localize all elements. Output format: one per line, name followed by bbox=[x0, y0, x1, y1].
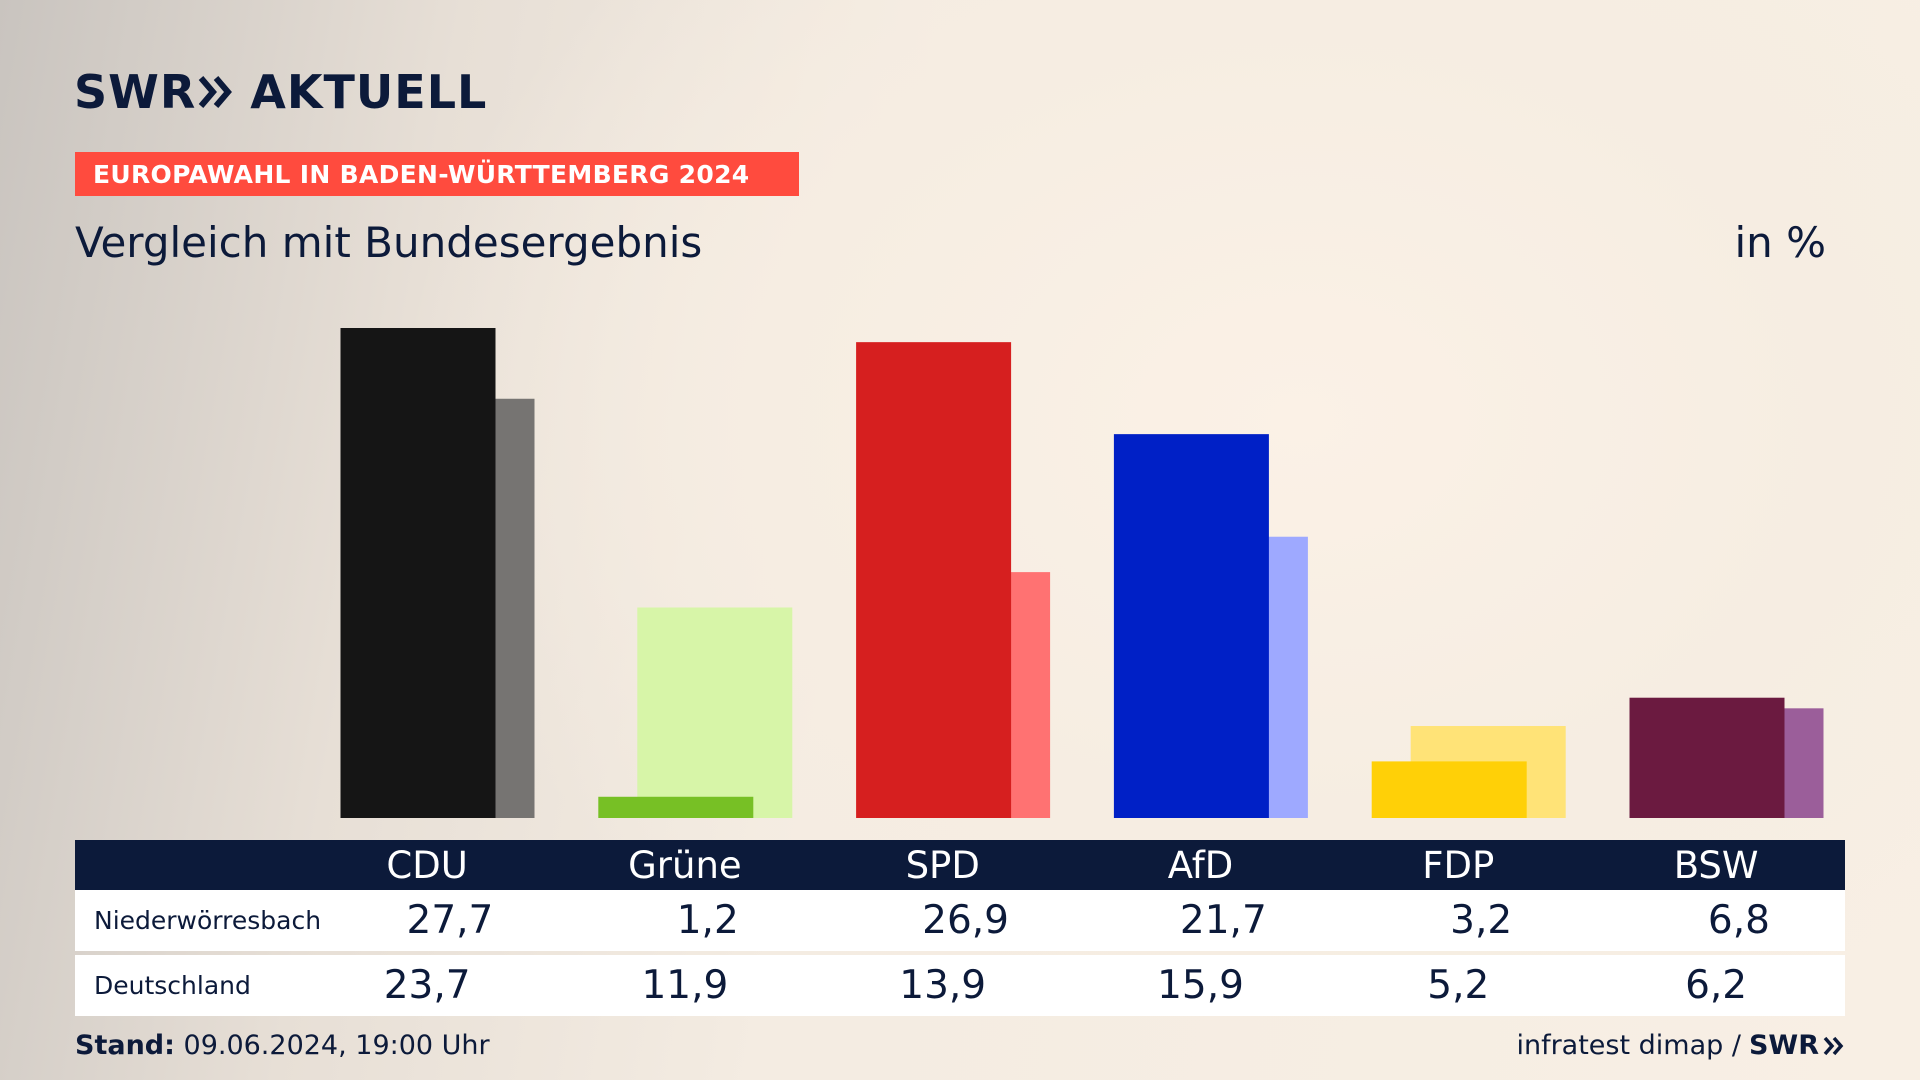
swr-mini-logo: SWR bbox=[1749, 1030, 1845, 1061]
party-header-bsw: BSW bbox=[1673, 843, 1759, 887]
party-header-cdu: CDU bbox=[386, 843, 468, 887]
source-text: infratest dimap / bbox=[1516, 1030, 1741, 1061]
table-cell: 5,2 bbox=[1427, 963, 1490, 1008]
results-table: CDU Grüne SPD AfD FDP BSW Niederwörresba… bbox=[75, 840, 1845, 1016]
table-cell: 6,8 bbox=[1707, 898, 1770, 943]
mini-logo-text: SWR bbox=[1748, 1030, 1819, 1061]
chart-subtitle: Vergleich mit Bundesergebnis bbox=[75, 218, 703, 267]
timestamp: Stand: 09.06.2024, 19:00 Uhr bbox=[75, 1030, 490, 1061]
bar-niederwoerresbach-gruene bbox=[598, 796, 754, 818]
unit-label: in % bbox=[1734, 218, 1826, 267]
party-header-spd: SPD bbox=[905, 843, 980, 887]
bar-niederwoerresbach-spd bbox=[856, 342, 1012, 818]
party-header-gruene: Grüne bbox=[628, 843, 742, 887]
table-row-deutschland: Deutschland 23,7 11,9 13,9 15,9 5,2 6,2 bbox=[75, 955, 1845, 1016]
table-cell: 6,2 bbox=[1685, 963, 1748, 1008]
table-cell: 15,9 bbox=[1157, 963, 1244, 1008]
table-cell: 27,7 bbox=[406, 898, 494, 943]
logo-swr-text: SWR bbox=[74, 65, 197, 119]
bar-deutschland-gruene bbox=[637, 607, 793, 818]
table-cell: 11,9 bbox=[641, 963, 729, 1008]
table-header: CDU Grüne SPD AfD FDP BSW bbox=[75, 840, 1845, 890]
double-chevron-icon bbox=[198, 75, 234, 109]
bar-niederwoerresbach-afd bbox=[1113, 434, 1269, 818]
row-label: Niederwörresbach bbox=[94, 906, 322, 935]
election-banner: EUROPAWAHL IN BADEN-WÜRTTEMBERG 2024 bbox=[75, 152, 799, 196]
table-cell: 21,7 bbox=[1179, 898, 1267, 943]
stand-label: Stand: bbox=[75, 1030, 175, 1061]
swr-aktuell-logo: SWR AKTUELL bbox=[74, 65, 488, 119]
stand-value: 09.06.2024, 19:00 Uhr bbox=[183, 1030, 490, 1061]
party-header-afd: AfD bbox=[1167, 843, 1234, 887]
table-cell: 23,7 bbox=[383, 963, 471, 1008]
logo-aktuell-text: AKTUELL bbox=[250, 65, 488, 119]
table-cell: 13,9 bbox=[899, 963, 987, 1008]
table-cell: 3,2 bbox=[1450, 898, 1513, 943]
table-cell: 26,9 bbox=[922, 898, 1009, 943]
table-cell: 1,2 bbox=[676, 898, 739, 943]
party-header-fdp: FDP bbox=[1422, 843, 1495, 887]
double-chevron-icon bbox=[1823, 1036, 1844, 1055]
bar-niederwoerresbach-bsw bbox=[1629, 697, 1785, 818]
source-credit: infratest dimap / SWR bbox=[1516, 1030, 1845, 1061]
row-label: Deutschland bbox=[94, 971, 251, 1000]
bar-niederwoerresbach-cdu bbox=[340, 328, 496, 818]
table-row-niederwoerresbach: Niederwörresbach 27,7 1,2 26,9 21,7 3,2 … bbox=[75, 890, 1845, 951]
bar-niederwoerresbach-fdp bbox=[1371, 761, 1527, 818]
bar-chart bbox=[340, 328, 1824, 818]
